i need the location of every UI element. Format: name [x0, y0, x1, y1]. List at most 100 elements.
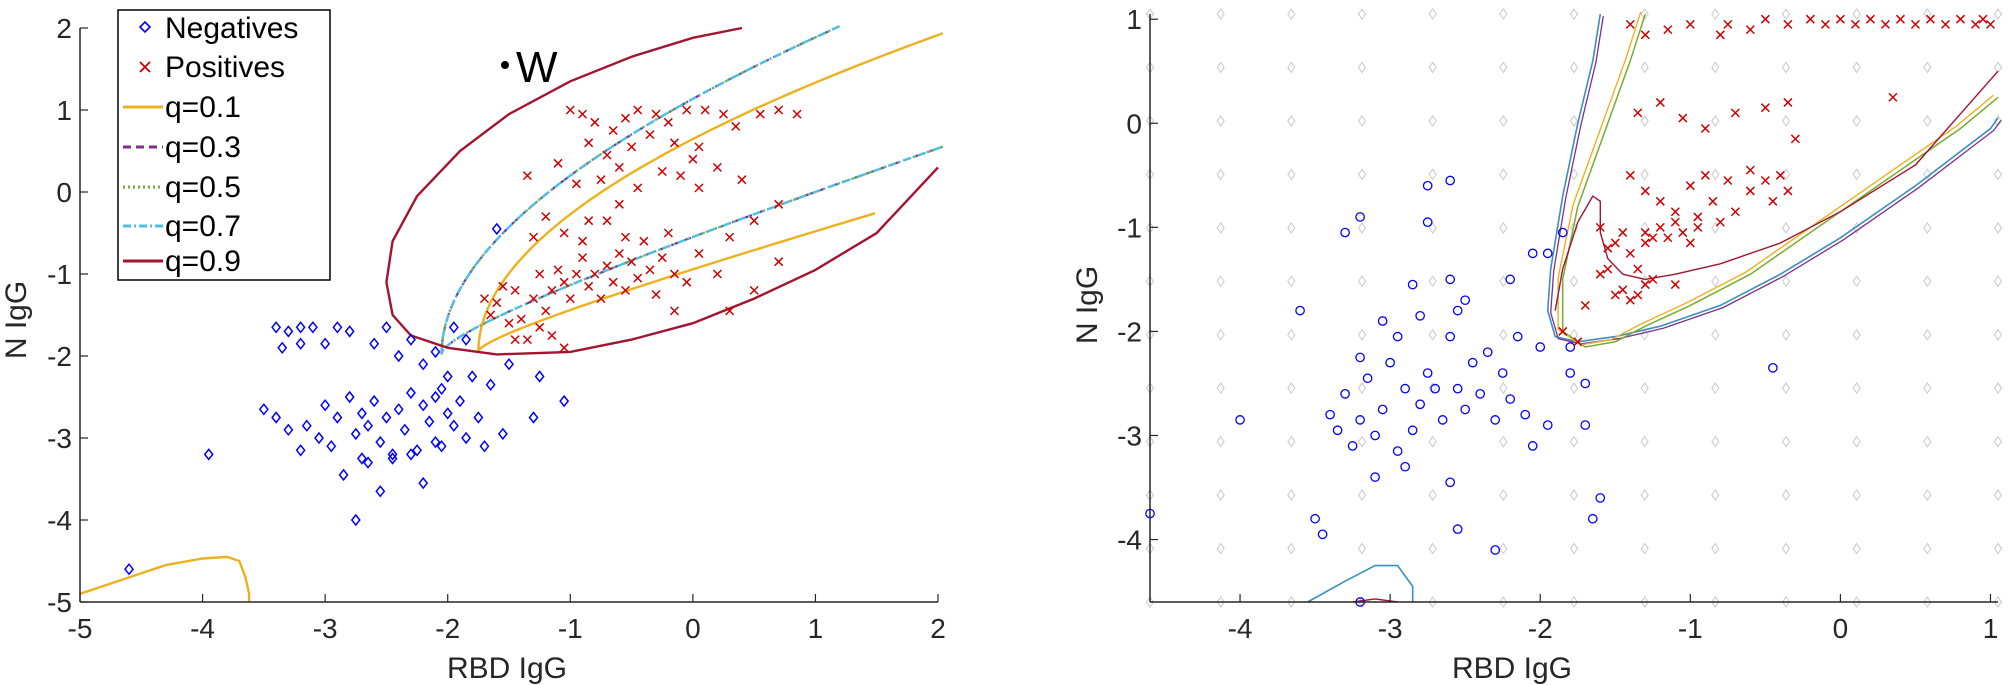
grid-diamond	[1428, 382, 1437, 395]
negative-point	[320, 337, 331, 350]
positive-point	[571, 269, 581, 279]
right-x-tick-label: -1	[1678, 613, 1703, 644]
grid-diamond	[1993, 489, 2003, 501]
negative-point	[1768, 362, 1778, 373]
positive-point	[1955, 14, 1966, 24]
grid-diamond	[1287, 168, 1296, 181]
negative-point	[344, 390, 355, 404]
grid-diamond	[1428, 168, 1437, 181]
grid-diamond	[1711, 221, 1720, 234]
curve-q01-lower	[79, 555, 251, 602]
left-y-tick-label: -4	[47, 505, 72, 536]
legend-q01-label: q=0.1	[165, 91, 241, 124]
positive-point	[774, 257, 784, 267]
grid-diamond	[1216, 61, 1225, 74]
grid-diamond	[1852, 489, 1861, 501]
positive-point	[584, 216, 594, 226]
negative-point	[1415, 310, 1426, 321]
positive-point	[486, 310, 496, 320]
positive-point	[479, 294, 490, 304]
positive-point	[498, 281, 508, 291]
positive-point	[1670, 280, 1680, 290]
legend-positives-label: Positives	[165, 51, 285, 84]
negative-point	[442, 407, 453, 420]
negative-point	[461, 431, 472, 445]
positive-point	[608, 125, 618, 136]
left-y-tick-label: -2	[47, 341, 72, 372]
positive-point	[669, 306, 680, 316]
positive-point	[737, 175, 747, 185]
right-x-tick-label: 0	[1833, 613, 1849, 644]
positive-point	[1640, 30, 1650, 40]
grid-diamond	[1357, 328, 1367, 341]
positive-point	[1580, 300, 1590, 310]
grid-diamond	[1357, 61, 1367, 74]
positive-point	[731, 121, 741, 131]
positive-point	[1625, 248, 1635, 258]
negative-point	[1595, 493, 1606, 503]
grid-diamond	[1923, 168, 1932, 181]
negative-point	[534, 370, 545, 383]
negative-point	[559, 394, 570, 408]
grid-diamond	[1287, 382, 1296, 395]
positive-point	[1655, 222, 1665, 232]
negative-point	[1542, 248, 1553, 259]
positive-point	[1715, 217, 1725, 227]
grid-diamond	[1428, 8, 1437, 20]
grid-diamond	[1216, 221, 1225, 234]
positive-point	[516, 314, 526, 324]
negative-point	[1580, 378, 1591, 389]
negative-point	[1355, 212, 1365, 222]
negative-point	[1445, 331, 1456, 342]
positive-point	[1985, 19, 1996, 29]
positive-point	[547, 285, 557, 295]
right-y-axis-label: N IgG	[1071, 266, 1104, 344]
left-positives-series	[479, 105, 802, 353]
grid-diamond	[1852, 275, 1861, 288]
negative-point	[301, 419, 312, 432]
left-y-tick-label: 2	[56, 13, 72, 44]
positive-point	[535, 322, 545, 332]
positive-point	[1708, 196, 1718, 206]
curve-mid-green	[1561, 13, 1999, 348]
negative-point	[369, 394, 380, 408]
right-negatives-series	[1145, 175, 1778, 607]
positive-point	[578, 236, 588, 246]
negative-point	[430, 435, 441, 449]
positive-point	[755, 109, 765, 119]
positive-point	[559, 277, 569, 287]
negative-point	[314, 431, 324, 445]
positive-point	[1790, 134, 1800, 144]
positive-point	[1760, 14, 1770, 24]
grid-diamond	[1287, 328, 1296, 341]
positive-point	[1880, 19, 1890, 29]
grid-diamond	[1287, 275, 1296, 288]
grid-diamond	[1923, 8, 1932, 20]
legend: Negatives Positives q=0.1 q=0.3 q=0.5 q=…	[117, 9, 331, 281]
negative-point	[1370, 472, 1380, 482]
right-chart-panel: -4 -3 -2 -1 0 1 1 0 -1 -2 -3 -4 RBD IgG N IgG	[1071, 4, 2003, 685]
grid-diamond	[1711, 382, 1720, 395]
right-x-axis-label: RBD IgG	[1452, 652, 1572, 685]
positive-point	[584, 138, 594, 148]
negative-point	[1422, 180, 1433, 191]
grid-diamond	[1852, 328, 1861, 341]
grid-diamond	[1923, 221, 1932, 234]
right-diamond-grid	[1145, 8, 2003, 608]
legend-q05-label: q=0.5	[165, 171, 241, 204]
left-x-tick-label: 1	[808, 613, 824, 644]
grid-diamond	[1428, 542, 1437, 555]
positive-point	[1723, 19, 1733, 29]
positive-point	[1573, 337, 1583, 347]
curve-q09	[385, 26, 939, 356]
grid-diamond	[1428, 435, 1437, 448]
grid-diamond	[1357, 221, 1367, 234]
grid-diamond	[1852, 221, 1861, 234]
negative-point	[1557, 227, 1568, 238]
grid-diamond	[1499, 596, 1508, 608]
grid-diamond	[1287, 8, 1296, 20]
legend-positives-marker	[139, 61, 151, 73]
grid-diamond	[1993, 596, 2003, 608]
right-x-tick-label: 1	[1983, 613, 1999, 644]
grid-diamond	[1569, 435, 1579, 448]
